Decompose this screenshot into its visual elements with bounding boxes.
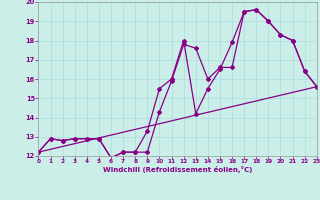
X-axis label: Windchill (Refroidissement éolien,°C): Windchill (Refroidissement éolien,°C) bbox=[103, 166, 252, 173]
